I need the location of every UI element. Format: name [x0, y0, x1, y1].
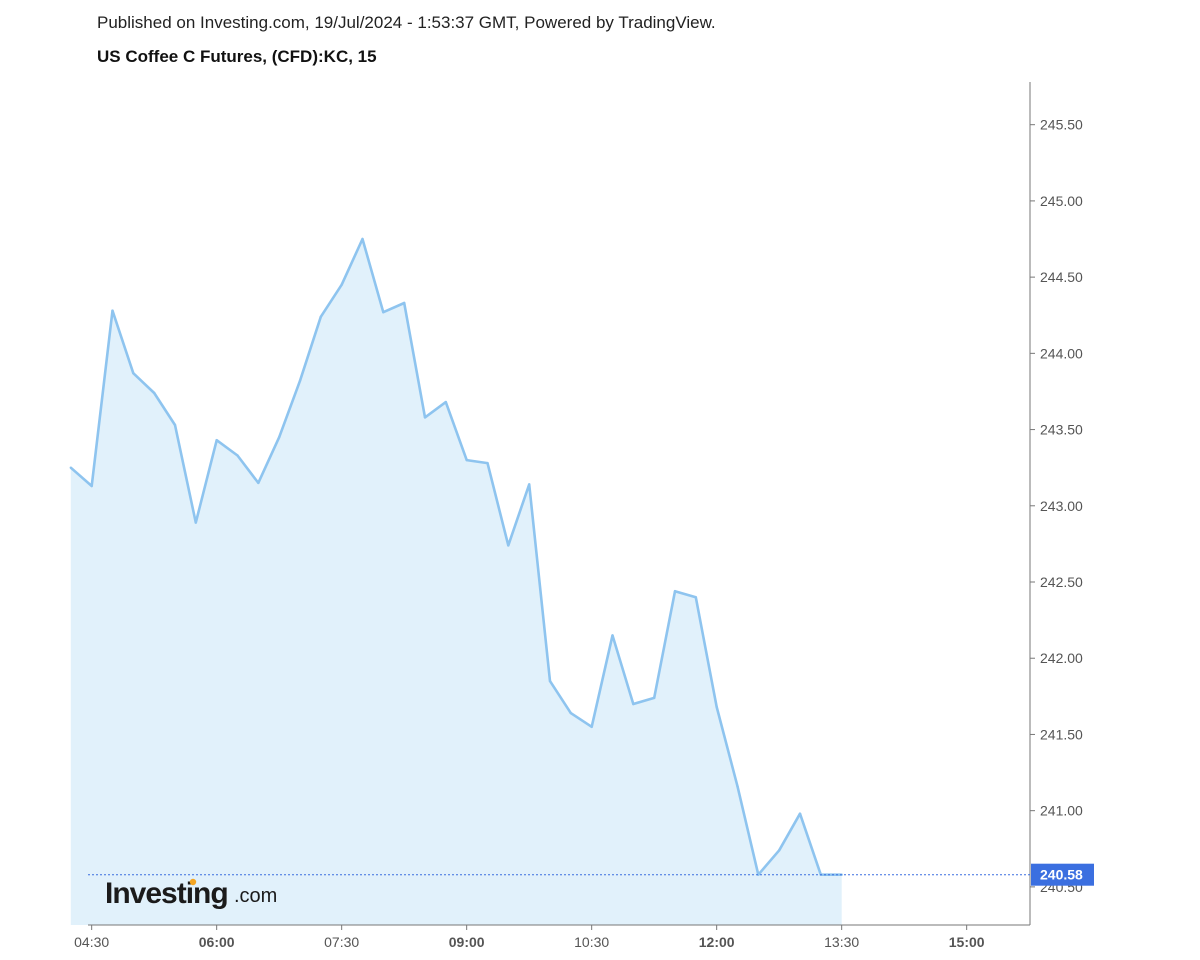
price-line [69, 237, 842, 876]
logo-dot-icon [189, 878, 197, 886]
y-tick-label: 244.00 [1040, 345, 1083, 361]
price-point-12:00 [715, 705, 718, 709]
price-point-12:45 [778, 849, 781, 852]
x-tick-label: 09:00 [449, 934, 485, 950]
y-tick-label: 245.50 [1040, 117, 1083, 133]
y-tick-label: 241.00 [1040, 803, 1083, 819]
price-point-09:15 [486, 461, 489, 465]
y-tick-label: 243.00 [1040, 498, 1083, 514]
y-tick-label: 243.50 [1040, 422, 1083, 438]
y-tick-label: 242.50 [1040, 574, 1083, 590]
price-point-10:45 [611, 634, 614, 637]
price-point-09:00 [465, 458, 468, 462]
y-tick-label: 244.50 [1040, 269, 1083, 285]
price-area-fill [70, 239, 842, 925]
price-point-08:30 [423, 416, 427, 419]
price-point-10:30 [590, 725, 593, 728]
axis-layer: 245.50 245.00 244.50 244.00 243.50 243.00 242.… [74, 82, 1083, 950]
price-point-08:45 [444, 400, 447, 404]
price-point-07:45 [361, 237, 364, 241]
price-point-11:00 [632, 702, 635, 706]
y-tick-label: 245.00 [1040, 193, 1083, 209]
price-point-05:15 [153, 391, 156, 395]
price-point-09:30 [507, 544, 510, 547]
price-point-07:30 [340, 283, 343, 286]
price-point-08:15 [403, 301, 406, 305]
price-point-10:00 [548, 679, 552, 683]
last-price-tag [1031, 863, 1094, 886]
price-point-10:15 [569, 711, 572, 715]
last-price-layer: 240.58 [88, 863, 1094, 886]
area-layer [69, 237, 843, 925]
price-point-04:45 [111, 309, 114, 312]
x-tick-label: 13:30 [824, 934, 859, 950]
chart-title: US Coffee C Futures, (CFD):KC, 15 [97, 47, 377, 66]
price-point-08:00 [382, 311, 385, 314]
y-tick-label: 241.50 [1040, 726, 1083, 742]
price-point-04:15 [69, 466, 73, 469]
price-point-06:00 [215, 439, 218, 442]
price-point-06:15 [236, 454, 239, 457]
price-point-12:30 [757, 873, 760, 876]
price-point-07:15 [319, 315, 322, 318]
price-point-12:15 [736, 785, 739, 788]
price-point-11:45 [694, 596, 697, 599]
x-tick-label: 04:30 [74, 934, 109, 950]
price-point-06:45 [278, 436, 281, 439]
last-price-label: 240.58 [1040, 867, 1083, 883]
price-point-04:30 [90, 484, 93, 488]
x-tick-label: 12:00 [699, 934, 735, 950]
investing-logo: Investing .com [105, 877, 277, 910]
x-tick-label: 10:30 [574, 934, 609, 950]
logo-wordmark: Investing [105, 877, 228, 910]
price-point-05:00 [132, 372, 135, 375]
price-point-11:30 [673, 590, 677, 593]
logo-suffix: .com [234, 885, 277, 907]
x-tick-label: 06:00 [199, 934, 235, 950]
price-point-13:00 [798, 812, 802, 815]
price-point-05:45 [194, 521, 197, 524]
x-tick-label: 07:30 [324, 934, 359, 950]
price-point-07:00 [298, 379, 302, 382]
published-caption: Published on Investing.com, 19/Jul/2024 … [97, 13, 716, 32]
price-point-11:15 [653, 696, 656, 700]
x-tick-label: 15:00 [949, 934, 985, 950]
price-point-05:30 [173, 423, 177, 427]
price-point-06:30 [257, 481, 260, 485]
price-point-09:45 [528, 483, 531, 486]
y-tick-label: 242.00 [1040, 650, 1083, 666]
